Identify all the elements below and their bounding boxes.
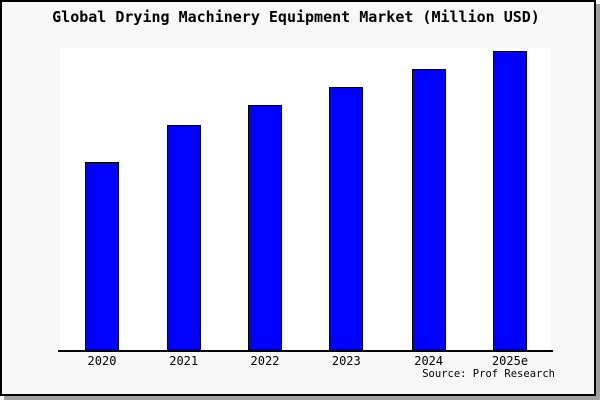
bar-2021 <box>166 125 201 350</box>
plot-area <box>60 48 551 350</box>
source-credit: Source: Prof Research <box>422 368 555 380</box>
x-tick-label-2023: 2023 <box>331 354 361 368</box>
x-tick-label-2020: 2020 <box>87 354 117 368</box>
x-tick-label-2025e: 2025e <box>491 354 529 368</box>
bar-2025e <box>493 51 527 350</box>
bar-2022 <box>248 105 282 350</box>
bar-2023 <box>329 87 364 350</box>
x-axis-line <box>58 350 553 352</box>
chart-title: Global Drying Machinery Equipment Market… <box>52 8 540 26</box>
bar-2020 <box>85 162 119 350</box>
x-tick-label-2021: 2021 <box>169 354 199 368</box>
x-tick-label-2024: 2024 <box>414 354 444 368</box>
bar-2024 <box>411 69 446 350</box>
x-tick-label-2022: 2022 <box>250 354 280 368</box>
